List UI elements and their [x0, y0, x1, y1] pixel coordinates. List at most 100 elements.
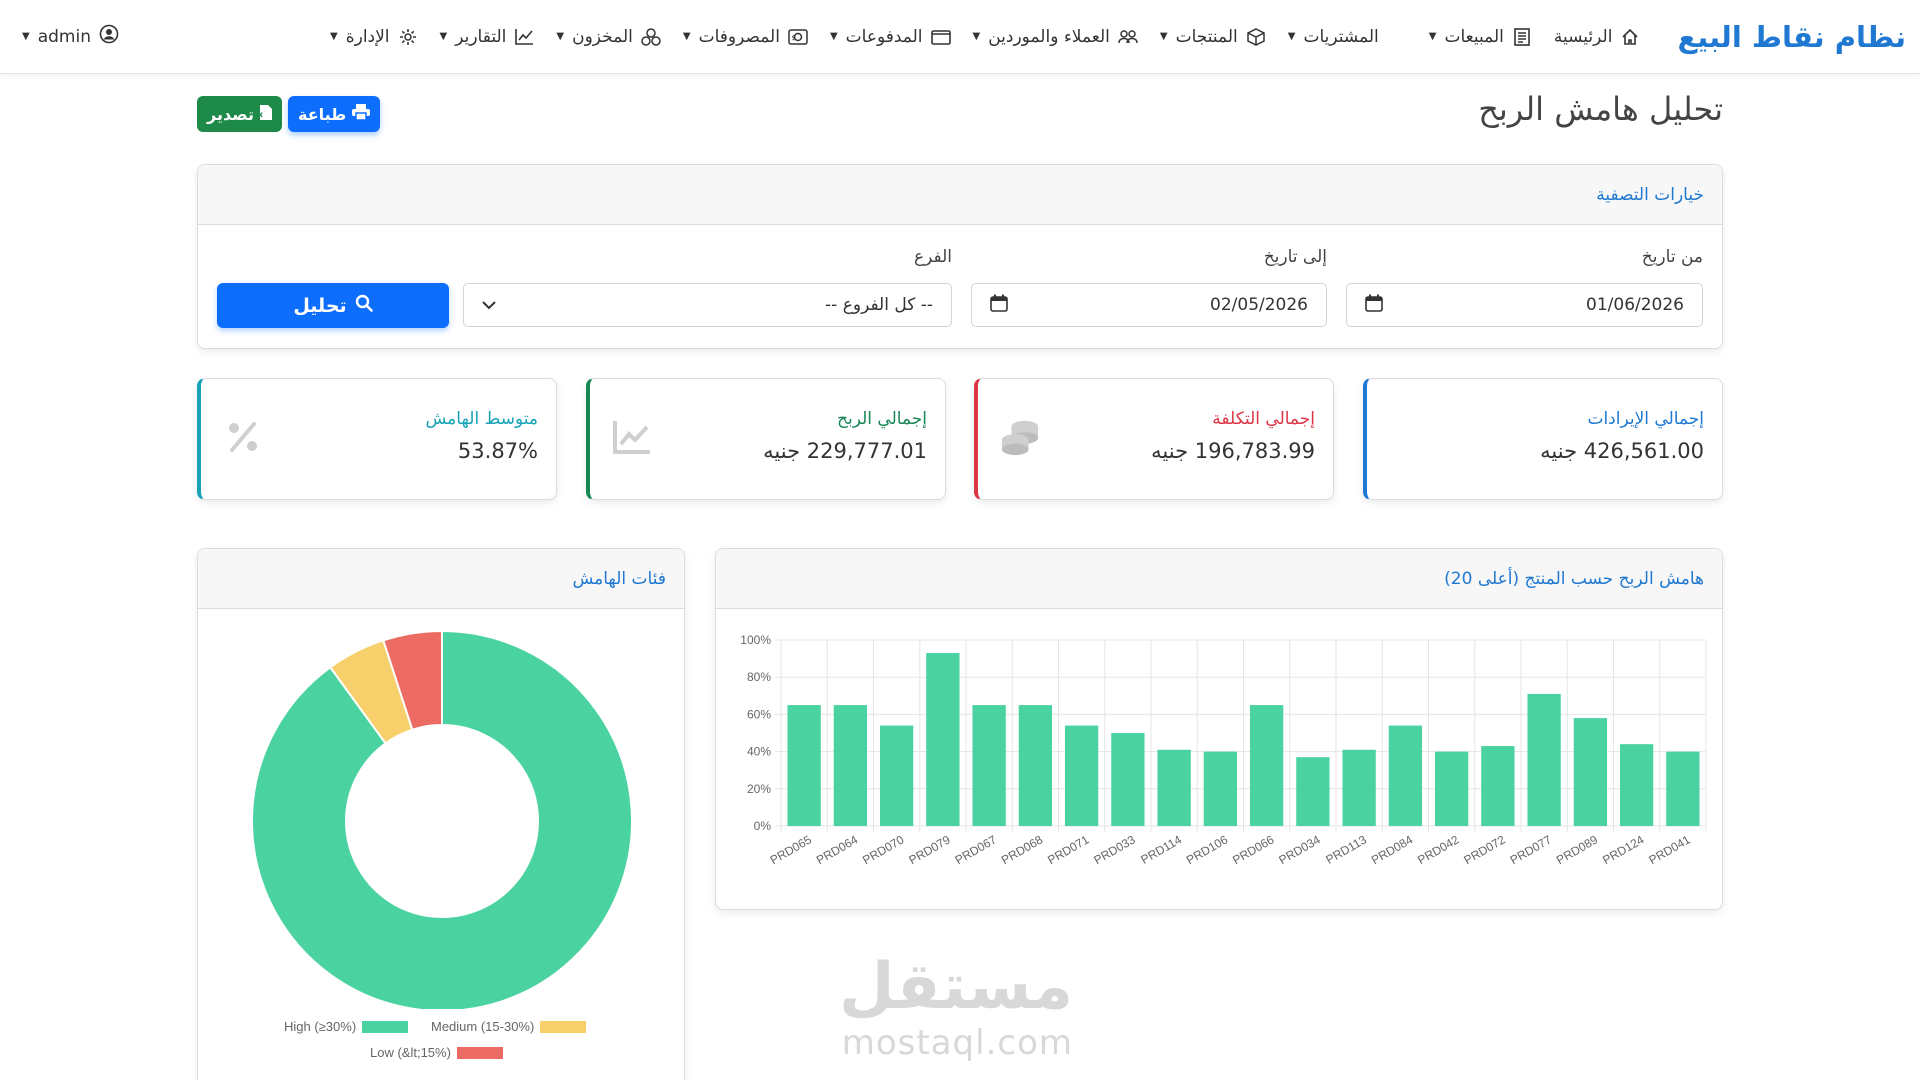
- chevron-down-icon: ▼: [972, 31, 981, 42]
- bar-PRD065[interactable]: [787, 705, 821, 826]
- nav-item-label: التقارير: [455, 26, 507, 47]
- bar-PRD033[interactable]: [1111, 733, 1145, 826]
- bar-chart: 0%20%40%60%80%100%PRD065 PRD064 PRD070 PRD0…: [740, 633, 1707, 867]
- bar-PRD106[interactable]: [1203, 751, 1238, 826]
- from-date-input[interactable]: 01/06/2026: [1346, 283, 1703, 327]
- x-tick-label: PRD034: [1276, 832, 1323, 867]
- nav-item-7[interactable]: المخزون ▼: [545, 27, 671, 47]
- bar-PRD079[interactable]: [926, 653, 960, 826]
- to-date-input[interactable]: 02/05/2026: [971, 283, 1327, 327]
- y-tick-label: 100%: [740, 633, 771, 647]
- nav-item-2[interactable]: المشتريات ▼: [1277, 27, 1418, 47]
- calendar-icon[interactable]: [1365, 294, 1383, 317]
- x-tick-label: PRD114: [1138, 832, 1184, 867]
- x-tick-label: PRD066: [1230, 832, 1277, 867]
- dollar-icon: $: [1389, 417, 1429, 457]
- stat-card-profit: إجمالي الربح 229,777.01 جنيه: [586, 378, 946, 500]
- bar-PRD070[interactable]: [879, 725, 914, 826]
- stat-card-revenue: إجمالي الإيرادات 426,561.00 جنيه $: [1363, 378, 1723, 500]
- nav-item-label: المشتريات: [1303, 26, 1379, 47]
- profit-by-product-card: هامش الربح حسب المنتج (أعلى 20) 0% 20% 40%…: [715, 548, 1723, 910]
- cart-icon: [1387, 27, 1407, 47]
- donut-card-header: فئات الهامش: [198, 549, 684, 609]
- brand-logo[interactable]: نظام نقاط البيع: [1677, 19, 1906, 54]
- x-tick-label: PRD068: [999, 832, 1046, 867]
- bar-PRD068[interactable]: [1018, 705, 1053, 826]
- chevron-down-icon: ▼: [1287, 31, 1296, 42]
- print-label: طباعة: [297, 104, 347, 124]
- chevron-down-icon: ▼: [1159, 31, 1168, 42]
- bar-PRD124[interactable]: [1619, 744, 1654, 826]
- bar-PRD071[interactable]: [1064, 725, 1099, 826]
- bar-PRD077[interactable]: [1527, 693, 1561, 826]
- x-tick-label: PRD065: [768, 832, 815, 867]
- x-tick-label: PRD067: [953, 832, 1000, 867]
- donut-slice-0[interactable]: [251, 629, 633, 1009]
- x-tick-label: PRD079: [906, 832, 953, 867]
- bar-PRD072[interactable]: [1481, 746, 1515, 826]
- nav-item-label: المبيعات: [1444, 26, 1504, 47]
- header-actions: x تصدير طباعة: [197, 96, 381, 132]
- nav-item-4[interactable]: العملاء والموردين ▼: [962, 27, 1149, 47]
- x-tick-label: PRD124: [1600, 832, 1647, 867]
- chart-line-icon: [612, 417, 652, 457]
- y-tick-label: 0%: [754, 819, 772, 833]
- export-button[interactable]: x تصدير: [197, 96, 282, 132]
- boxes-icon: [641, 27, 661, 47]
- print-button[interactable]: طباعة: [287, 96, 381, 132]
- people-icon: [1118, 27, 1138, 47]
- nav-item-label: المخزون: [572, 26, 633, 47]
- nav-item-9[interactable]: الإدارة ▼: [319, 27, 429, 47]
- bar-PRD067[interactable]: [972, 705, 1006, 826]
- legend-item-high[interactable]: High (≥30%): [284, 1019, 409, 1034]
- to-date-label: إلى تاريخ: [1263, 247, 1327, 267]
- legend-swatch: [540, 1020, 587, 1033]
- stat-label: إجمالي الربح: [837, 409, 927, 429]
- nav-item-8[interactable]: التقارير ▼: [429, 27, 546, 47]
- page-title: تحليل هامش الربح: [1478, 90, 1723, 128]
- filter-card: خيارات التصفية من تاريخ 01/06/2026 إلى ت…: [197, 164, 1723, 349]
- main-container: تحليل هامش الربح x تصدير طباعة خيارات ال…: [197, 74, 1723, 1080]
- analyze-label: تحليل: [293, 294, 347, 317]
- margin-categories-card: فئات الهامش High (≥30%) Medium (15-30%) …: [197, 548, 685, 1080]
- bar-PRD066[interactable]: [1249, 705, 1284, 826]
- nav-item-3[interactable]: المنتجات ▼: [1149, 27, 1277, 47]
- bar-PRD034[interactable]: [1296, 757, 1330, 826]
- x-tick-label: PRD033: [1091, 832, 1138, 867]
- legend-label: High (≥30%): [284, 1019, 357, 1034]
- cash-icon: $: [788, 27, 808, 47]
- search-icon: [355, 294, 373, 317]
- donut-slice-2[interactable]: [382, 629, 443, 731]
- bar-card-header: هامش الربح حسب المنتج (أعلى 20): [716, 549, 1722, 609]
- nav-item-label: الإدارة: [345, 26, 390, 47]
- bar-PRD084[interactable]: [1388, 725, 1423, 826]
- legend-label: Low (&lt;15%): [370, 1045, 451, 1060]
- chevron-down-icon: ▼: [556, 31, 565, 42]
- chevron-down-icon: ▼: [330, 31, 338, 42]
- x-tick-label: PRD077: [1508, 832, 1555, 867]
- stat-value: 229,777.01 جنيه: [763, 439, 927, 463]
- nav-item-1[interactable]: المبيعات ▼: [1418, 27, 1543, 47]
- chevron-down-icon: [482, 295, 496, 315]
- stat-label: إجمالي التكلفة: [1212, 409, 1315, 429]
- bar-PRD041[interactable]: [1666, 751, 1700, 826]
- nav-item-0[interactable]: الرئيسية: [1543, 27, 1652, 47]
- nav-item-6[interactable]: $ المصروفات ▼: [672, 27, 819, 47]
- analyze-button[interactable]: تحليل: [217, 283, 449, 328]
- legend-item-medium[interactable]: Medium (15-30%): [431, 1019, 587, 1034]
- bar-PRD064[interactable]: [833, 705, 868, 826]
- x-tick-label: PRD113: [1323, 832, 1369, 867]
- bar-PRD114[interactable]: [1157, 749, 1191, 826]
- user-name: admin: [37, 26, 91, 47]
- user-menu[interactable]: admin ▼: [22, 24, 119, 49]
- calendar-icon[interactable]: [990, 294, 1008, 317]
- legend-item-low[interactable]: Low (&lt;15%): [370, 1045, 503, 1060]
- from-date-label: من تاريخ: [1641, 247, 1703, 267]
- y-tick-label: 60%: [747, 707, 771, 721]
- bar-PRD042[interactable]: [1434, 751, 1469, 826]
- bar-PRD089[interactable]: [1573, 718, 1608, 826]
- bar-PRD113[interactable]: [1342, 749, 1376, 826]
- chevron-down-icon: ▼: [22, 31, 30, 42]
- nav-item-5[interactable]: المدفوعات ▼: [819, 27, 962, 47]
- branch-select[interactable]: -- كل الفروع --: [463, 283, 952, 327]
